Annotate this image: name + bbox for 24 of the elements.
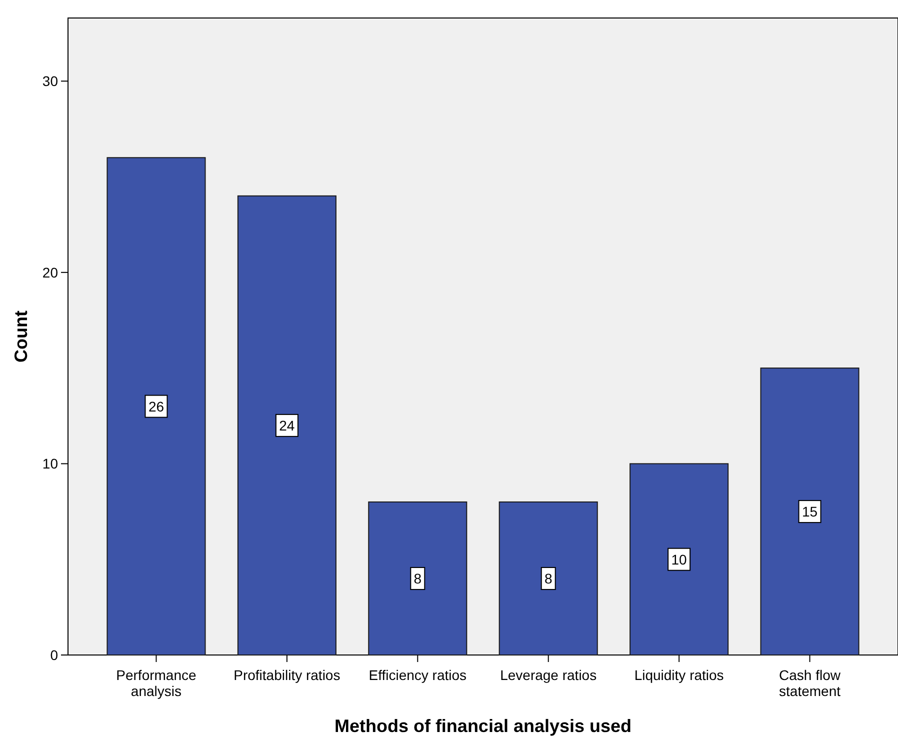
- bar: [760, 368, 860, 656]
- data-label: 8: [414, 570, 422, 586]
- x-tick-label: Performance analysis: [116, 667, 197, 699]
- data-label: 15: [802, 504, 818, 520]
- x-tick-label: Cash flow statement: [779, 667, 842, 699]
- y-tick-label: 0: [50, 647, 58, 663]
- bar: [368, 501, 468, 656]
- data-label: 8: [544, 570, 552, 586]
- y-tick-label: 30: [42, 73, 58, 90]
- x-tick-label: Profitability ratios: [234, 667, 340, 683]
- y-tick-label: 20: [42, 264, 58, 280]
- x-tick-label: Leverage ratios: [500, 667, 597, 683]
- data-label: 24: [279, 417, 295, 434]
- x-tick-label: Liquidity ratios: [634, 667, 724, 683]
- bar: [106, 157, 206, 656]
- y-tick-label: 10: [42, 456, 58, 472]
- x-tick-label: Efficiency ratios: [368, 667, 467, 683]
- x-axis-title: Methods of financial analysis used: [334, 716, 632, 736]
- y-axis-title: Count: [11, 310, 31, 362]
- data-label: 10: [671, 551, 688, 568]
- data-label: 26: [148, 398, 164, 414]
- bar: [498, 501, 598, 656]
- bar: [237, 195, 336, 656]
- bar: [630, 463, 729, 656]
